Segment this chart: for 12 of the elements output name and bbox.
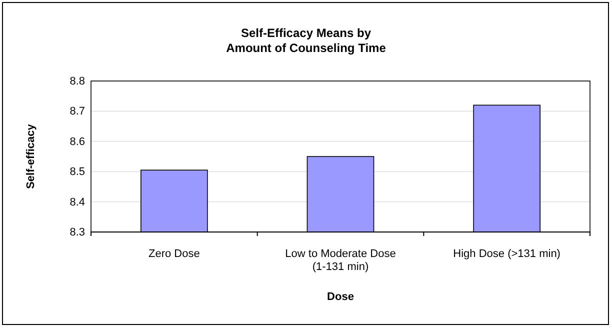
y-tick-label: 8.4 — [70, 196, 85, 208]
x-tick-label: Low to Moderate Dose (1-131 min) — [285, 248, 396, 273]
y-tick-label: 8.8 — [70, 76, 85, 88]
y-tick-label: 8.3 — [70, 226, 85, 239]
x-tick-label: High Dose (>131 min) — [453, 248, 560, 260]
chart-title: Self-Efficacy Means by Amount of Counseling Time — [226, 26, 386, 55]
y-tick-label: 8.6 — [70, 136, 85, 148]
x-axis-title: Dose — [327, 291, 354, 303]
y-tick-label: 8.7 — [70, 106, 85, 118]
y-tick-label: 8.5 — [70, 166, 85, 178]
y-axis-title: Self-efficacy — [25, 123, 37, 189]
x-tick-label: Zero Dose — [148, 248, 200, 260]
